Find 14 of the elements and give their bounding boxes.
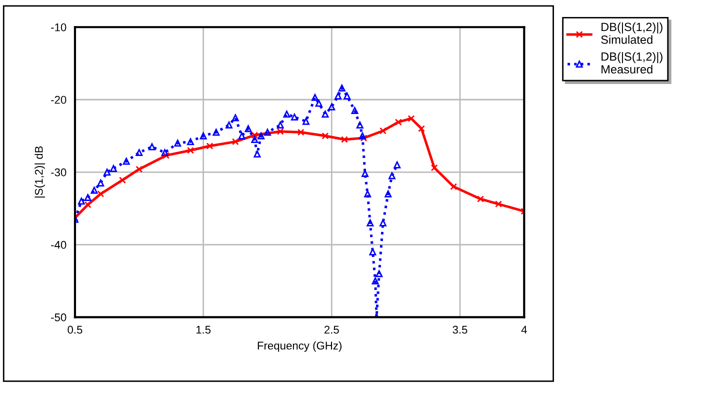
x-tick-label: 2.5	[324, 326, 339, 334]
x-tick-label: 1.5	[196, 326, 211, 334]
x-tick-label: 0.5	[68, 326, 82, 334]
legend-label: DB(|S(1,2)|) Measured	[602, 52, 662, 74]
x-axis-title: Frequency (GHz)	[258, 341, 342, 352]
x-tick-label: 3.5	[452, 326, 468, 334]
y-axis-title: |S(1,2)| dB	[34, 146, 46, 198]
y-tick-label: -40	[51, 240, 66, 249]
y-tick-label: -10	[51, 23, 66, 32]
y-tick-label: -50	[51, 313, 66, 322]
legend-label: DB(|S(1,2)|) Simulated	[601, 22, 662, 44]
x-tick-label: 4	[521, 326, 527, 334]
y-tick-label: -20	[51, 96, 66, 104]
y-tick-label: -30	[51, 168, 66, 176]
